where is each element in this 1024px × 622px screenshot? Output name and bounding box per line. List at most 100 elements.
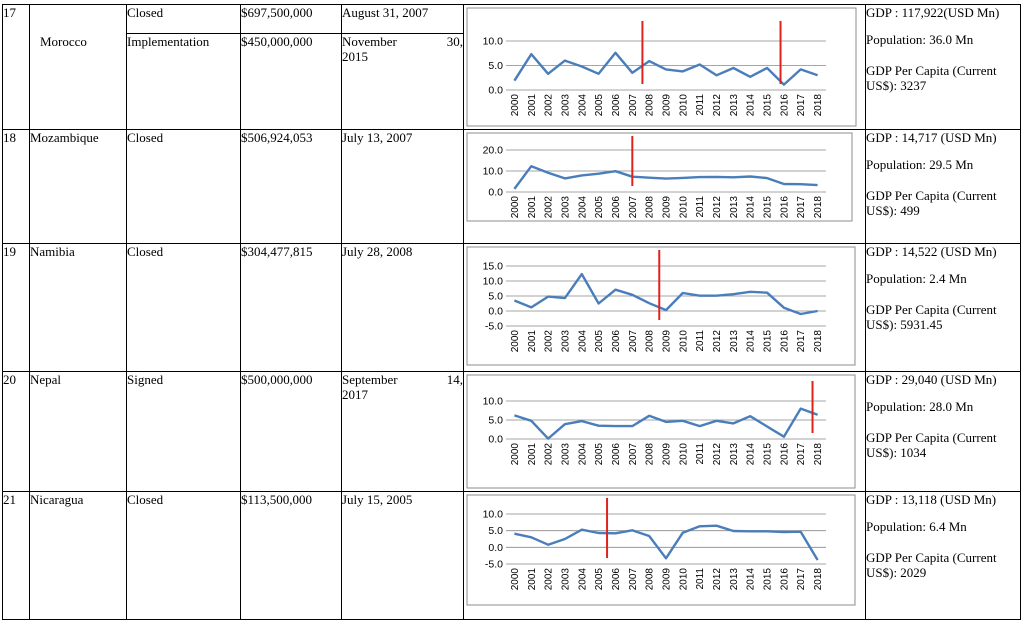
y-tick-label: 20.0: [483, 145, 504, 157]
gdp-cell: GDP : 14,522 (USD Mn) Population: 2.4 Mn…: [865, 243, 1021, 372]
gdp-per-capita-label: GDP Per Capita (Current: [866, 430, 997, 445]
x-tick-label: 2016: [779, 330, 790, 353]
amount-cell: $450,000,000: [240, 33, 342, 130]
x-tick-label: 2014: [746, 443, 757, 466]
x-tick-label: 2011: [695, 94, 706, 116]
amount-cell: $304,477,815: [240, 243, 342, 372]
chart-frame: [466, 246, 856, 366]
y-tick-label: 5.0: [488, 525, 503, 537]
x-tick-label: 2015: [763, 94, 774, 117]
date-cell: November 30, 2015: [341, 33, 464, 130]
x-tick-label: 2007: [628, 568, 639, 591]
gdp-text: GDP : 29,040 (USD Mn): [866, 372, 997, 387]
gdp-text: GDP : 14,522 (USD Mn): [866, 244, 997, 259]
y-tick-label: 0.0: [488, 85, 503, 97]
date-year: 2017: [342, 387, 368, 402]
series-line: [513, 272, 818, 316]
chart-svg: -5.0 0.0 5.0 10.0 2000 2001 2002 2003 2004 2005 20…: [466, 494, 856, 606]
y-tick-label: 0.0: [488, 187, 503, 199]
x-tick-label: 2000: [510, 196, 521, 219]
x-tick-label: 2001: [527, 443, 538, 466]
x-tick-label: 2012: [712, 443, 723, 466]
chart-cell: 0.0 5.0 10.0 2000 2001 2002 2003 2004 2005 2006 20…: [463, 371, 866, 492]
x-tick-label: 2005: [594, 94, 605, 117]
gdp-cell: GDP : 117,922(USD Mn) Population: 36.0 M…: [865, 4, 1021, 130]
gdp-growth-chart: -5.0 0.0 5.0 10.0 2000 2001 2002 2003 2004 2005 20…: [464, 492, 865, 619]
row-number: 18: [2, 129, 30, 244]
x-tick-label: 2016: [779, 568, 790, 591]
x-tick-label: 2004: [577, 443, 588, 466]
x-tick-label: 2006: [611, 94, 622, 117]
x-tick-label: 2017: [796, 443, 807, 466]
status-cell: Closed: [126, 491, 241, 620]
y-tick-label: -5.0: [485, 321, 503, 333]
gdp-cell: GDP : 29,040 (USD Mn) Population: 28.0 M…: [865, 371, 1021, 492]
gdp-per-capita-value: US$): 3237: [866, 78, 927, 93]
country-name: Nicaragua: [29, 491, 127, 620]
x-tick-label: 2017: [796, 568, 807, 591]
x-tick-label: 2017: [796, 330, 807, 353]
chart-svg: 0.0 5.0 10.0 2000 2001 2002 2003 2004 2005 2006 20…: [466, 7, 857, 127]
status-cell: Closed: [126, 3, 241, 35]
x-tick-label: 2007: [628, 330, 639, 353]
gdp-text: GDP : 13,118 (USD Mn): [866, 492, 997, 507]
x-tick-label: 2010: [678, 568, 689, 591]
table-row: 20 Nepal Signed $500,000,000 September 14…: [2, 371, 1021, 492]
x-tick-label: 2004: [577, 568, 588, 591]
chart-frame: [466, 374, 856, 489]
x-tick-label: 2013: [729, 94, 740, 117]
x-tick-label: 2005: [594, 568, 605, 591]
x-tick-label: 2017: [796, 196, 807, 219]
x-tick-label: 2007: [628, 443, 639, 466]
series-line: [514, 524, 819, 561]
gdp-per-capita-label: GDP Per Capita (Current: [866, 550, 997, 565]
country-table: 17 Morocco Closed $697,500,000 August 31…: [2, 3, 1021, 620]
x-tick-label: 2003: [560, 568, 571, 591]
date-cell: August 31, 2007: [341, 3, 464, 35]
x-tick-label: 2012: [712, 568, 723, 591]
date-cell: July 13, 2007: [341, 129, 464, 244]
status-cell: Signed: [126, 371, 241, 492]
x-tick-label: 2010: [678, 196, 689, 219]
x-tick-label: 2005: [594, 196, 605, 219]
x-tick-label: 2015: [763, 443, 774, 466]
x-tick-label: 2010: [678, 94, 689, 117]
population-text: Population: 29.5 Mn: [866, 157, 974, 172]
x-tick-label: 2014: [746, 196, 757, 219]
x-tick-label: 2000: [510, 568, 521, 591]
gdp-per-capita-value: US$): 1034: [866, 445, 927, 460]
x-tick-label: 2015: [763, 330, 774, 353]
x-tick-label: 2000: [510, 94, 521, 117]
y-tick-label: 0.0: [488, 434, 503, 446]
gdp-growth-chart: 0.0 10.0 20.0 2000 2001 2002 2003 2004 2005 2006 2…: [464, 130, 865, 243]
date-year: 2015: [342, 49, 368, 65]
x-tick-label: 2018: [813, 196, 824, 219]
y-tick-label: 10.0: [483, 509, 504, 521]
x-tick-label: 2017: [796, 94, 807, 117]
gdp-per-capita-label: GDP Per Capita (Current: [866, 63, 997, 78]
x-tick-label: 2006: [611, 568, 622, 591]
status-cell: Closed: [126, 129, 241, 244]
date-cell: July 15, 2005: [341, 491, 464, 620]
x-tick-label: 2003: [560, 443, 571, 466]
x-tick-label: 2003: [560, 196, 571, 219]
x-tick-label: 2009: [662, 196, 673, 219]
x-tick-label: 2009: [662, 94, 673, 117]
series-line: [514, 407, 819, 440]
chart-svg: -5.0 0.0 5.0 10.0 15.0 2000 2001 2002 2003 2004 20…: [466, 246, 856, 366]
chart-cell: -5.0 0.0 5.0 10.0 2000 2001 2002 2003 2004 2005 20…: [463, 491, 866, 620]
population-text: Population: 6.4 Mn: [866, 519, 967, 534]
x-tick-label: 2008: [645, 196, 656, 219]
gdp-per-capita-value: US$): 2029: [866, 565, 927, 580]
x-tick-label: 2013: [729, 196, 740, 219]
x-tick-label: 2004: [577, 196, 588, 219]
population-text: Population: 28.0 Mn: [866, 399, 974, 414]
x-tick-label: 2011: [695, 330, 706, 352]
x-tick-label: 2018: [813, 330, 824, 353]
chart-cell: 0.0 5.0 10.0 2000 2001 2002 2003 2004 2005 2006 20…: [463, 4, 866, 130]
x-tick-label: 2006: [611, 443, 622, 466]
status-cell: Implementation: [126, 33, 241, 130]
gdp-cell: GDP : 14,717 (USD Mn) Population: 29.5 M…: [865, 129, 1021, 244]
table-row: 18 Mozambique Closed $506,924,053 July 1…: [2, 129, 1021, 244]
x-tick-label: 2000: [510, 330, 521, 353]
